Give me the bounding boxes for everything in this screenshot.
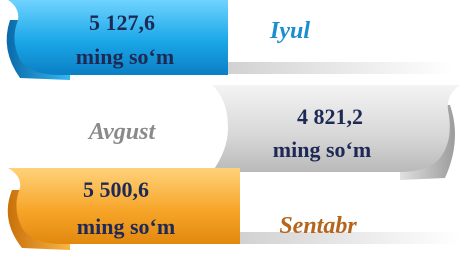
infographic: 5 127,6 ming so‘m Iyul 4 821,2 ming so‘m… [0, 0, 462, 261]
month: Sentabr [279, 213, 357, 239]
unit: ming so‘m [273, 137, 371, 162]
ribbon-gray [212, 85, 460, 180]
month: Avgust [87, 119, 157, 145]
value: 5 127,6 [89, 10, 155, 35]
unit: ming so‘m [76, 44, 174, 69]
value: 5 500,6 [83, 177, 149, 202]
month: Iyul [269, 18, 310, 44]
ribbon-blue [7, 0, 455, 80]
unit: ming so‘m [77, 214, 175, 239]
ribbon-orange [8, 168, 460, 250]
value: 4 821,2 [297, 104, 363, 129]
